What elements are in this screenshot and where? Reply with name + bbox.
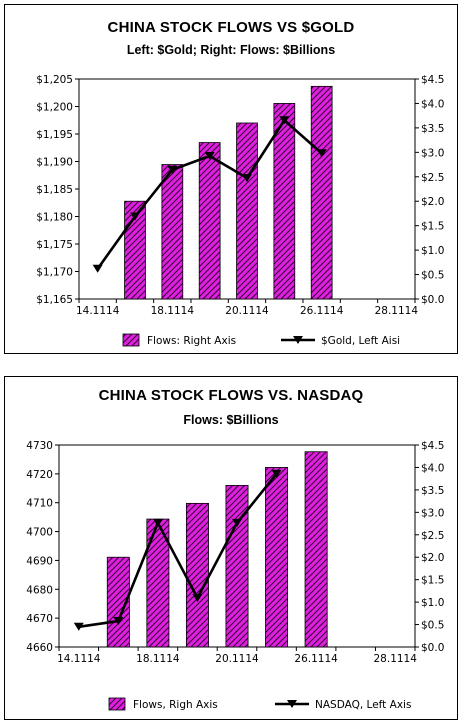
chart-nasdaq-svg: 4660 4670 4680 4690 4700 4710 4720 4730 $0.0 $0.5… — [26, 440, 444, 711]
bar — [265, 467, 289, 648]
left-axis-tick-label: $1,180 — [36, 212, 73, 224]
legend-swatch-marker — [287, 700, 297, 708]
line-marker — [130, 212, 140, 221]
left-axis-tick-label: 4690 — [26, 555, 53, 567]
right-axis-tick-label: $3.5 — [421, 123, 444, 135]
left-axis-tick-label: 4700 — [26, 527, 53, 539]
right-axis-tick-label: $2.5 — [421, 172, 444, 184]
right-axis-tick-label: $1.5 — [421, 221, 444, 233]
x-axis-tick-label: 14.1114 — [76, 305, 120, 317]
line-marker — [204, 152, 215, 160]
line-marker — [167, 165, 178, 174]
left-axis-tick-label: $1,175 — [36, 239, 73, 251]
x-axis-tick-label: 28.1114 — [375, 305, 419, 317]
right-axis-tick-label: $4.5 — [421, 440, 444, 452]
right-axis-tick-label: $1.5 — [421, 575, 444, 587]
bar — [225, 485, 249, 648]
x-axis-tick-label: 26.1114 — [294, 653, 338, 665]
bar — [273, 103, 296, 300]
legend-label-line: NASDAQ, Left Axis — [315, 699, 411, 711]
left-axis-tick-label: 4660 — [26, 642, 53, 654]
left-axis-tick-label: 4730 — [26, 440, 53, 452]
bar — [161, 164, 184, 300]
right-axis-tick-label: $4.0 — [421, 98, 444, 110]
left-axis-tick-label: $1,200 — [36, 102, 73, 114]
bar — [310, 85, 333, 300]
chart-title: CHINA STOCK FLOWS VS. NASDAQ — [98, 387, 364, 404]
line-marker — [92, 264, 103, 273]
line-marker — [232, 518, 242, 527]
legend-swatch-bar — [108, 697, 126, 711]
left-axis-tick-label: 4680 — [26, 584, 53, 596]
x-axis-tick-label: 26.1114 — [300, 305, 344, 317]
right-axis-tick-label: $0.5 — [421, 270, 444, 282]
line-marker — [192, 593, 203, 602]
left-axis-tick-label: $1,190 — [36, 157, 73, 169]
legend-label-bar: Flows, Righ Axis — [133, 699, 218, 711]
right-axis-tick-label: $0.5 — [421, 620, 444, 632]
bar — [304, 451, 328, 648]
line-marker — [113, 617, 124, 626]
x-axis-tick-label: 18.1114 — [151, 305, 195, 317]
chart-subtitle: Left: $Gold; Right: Flows: $Billions — [126, 43, 336, 57]
chart-title: CHINA STOCK FLOWS VS $GOLD — [107, 19, 355, 36]
left-axis-tick-label: $1,205 — [36, 74, 73, 86]
x-axis-tick-label: 20.1114 — [215, 653, 259, 665]
bar — [185, 502, 209, 648]
left-axis-tick-label: $1,170 — [36, 267, 73, 279]
right-axis-tick-label: $3.0 — [421, 147, 444, 159]
chart-gold-svg: $1,165 $1,170 $1,175 $1,180 $1,185 $1,190 $1,1… — [36, 74, 444, 347]
line-marker — [316, 149, 327, 158]
right-axis-tick-label: $1.0 — [421, 597, 444, 609]
right-axis-tick-label: $2.0 — [421, 552, 444, 564]
bar — [236, 122, 258, 300]
x-axis-tick-label: 14.1114 — [57, 653, 101, 665]
line-marker — [271, 469, 282, 478]
legend-swatch-marker — [293, 336, 303, 344]
left-axis-tick-label: 4710 — [26, 498, 53, 510]
legend-label-bar: Flows: Right Axis — [147, 335, 236, 347]
right-axis-tick-label: $2.5 — [421, 530, 444, 542]
right-axis-tick-label: $2.0 — [421, 196, 444, 208]
right-axis-tick-label: $4.0 — [421, 462, 444, 474]
series-line — [78, 473, 278, 629]
line-marker — [279, 116, 290, 125]
x-axis-tick-label: 18.1114 — [136, 653, 180, 665]
bar — [106, 556, 130, 648]
legend-label-line: $Gold, Left Aisi — [321, 335, 400, 347]
line-marker — [73, 622, 84, 631]
right-axis-tick-label: $4.5 — [421, 74, 444, 86]
right-axis-tick-label: $0.0 — [421, 642, 444, 654]
chart-panel-gold: CHINA STOCK FLOWS VS $GOLD Left: $Gold; … — [4, 4, 458, 354]
right-axis-tick-label: $0.0 — [421, 294, 444, 306]
left-axis-tick-label: 4720 — [26, 469, 53, 481]
legend-swatch-bar — [122, 333, 140, 347]
right-axis-tick-label: $3.0 — [421, 507, 444, 519]
line-marker — [152, 518, 163, 527]
chart-panel-nasdaq: CHINA STOCK FLOWS VS. NASDAQ Flows: $Bil… — [4, 376, 458, 720]
x-axis-tick-label: 20.1114 — [225, 305, 269, 317]
left-axis-tick-label: $1,165 — [36, 294, 73, 306]
x-axis-tick-label: 28.1114 — [374, 653, 418, 665]
line-marker — [242, 174, 252, 182]
left-axis-tick-label: $1,185 — [36, 184, 73, 196]
bar — [198, 142, 221, 300]
left-axis-tick-label: 4670 — [26, 613, 53, 625]
right-axis-tick-label: $1.0 — [421, 245, 444, 257]
chart-subtitle: Flows: $Billions — [183, 413, 279, 427]
right-axis-tick-label: $3.5 — [421, 485, 444, 497]
left-axis-tick-label: $1,195 — [36, 129, 73, 141]
